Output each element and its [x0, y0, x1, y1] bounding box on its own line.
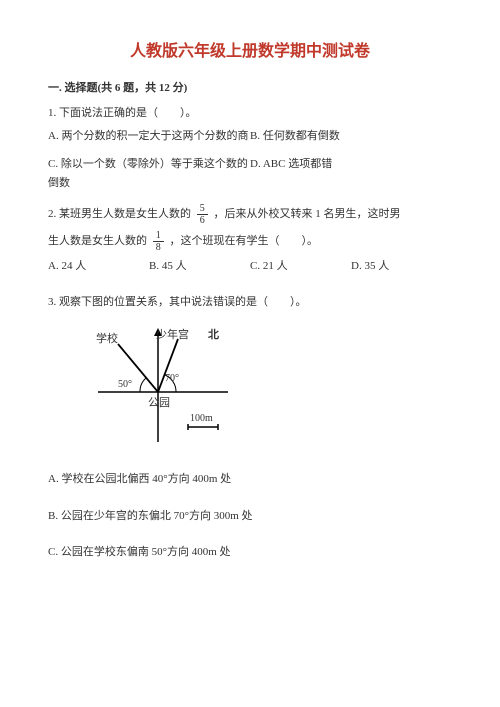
- q2-frac1-den: 6: [197, 215, 208, 226]
- q2-optB: B. 45 人: [149, 257, 250, 276]
- q1-optA: A. 两个分数的积一定大于这两个分数的商: [48, 127, 250, 146]
- q2-stem-line2: 生人数是女生人数的 1 8 ，这个班现在有学生（ ）。: [48, 230, 452, 253]
- label-angle50: 50°: [118, 376, 132, 393]
- section-header: 一. 选择题(共 6 题，共 12 分): [48, 79, 452, 98]
- label-park: 公园: [148, 394, 170, 413]
- label-north: 北: [208, 326, 219, 345]
- q2-options: A. 24 人 B. 45 人 C. 21 人 D. 35 人: [48, 257, 452, 276]
- question-3: 3. 观察下图的位置关系，其中说法错误的是（ ）。 学校: [48, 293, 452, 562]
- q2-frac1-num: 5: [197, 203, 208, 215]
- q2-stem1b: ，后来从外校又转来 1 名男生，这时男: [214, 208, 401, 220]
- q2-frac2-num: 1: [153, 230, 164, 242]
- label-angle70: 70°: [165, 370, 179, 387]
- q1-optB: B. 任何数都有倒数: [250, 127, 452, 146]
- q2-frac2-den: 8: [153, 242, 164, 253]
- question-1: 1. 下面说法正确的是（ ）。 A. 两个分数的积一定大于这两个分数的商 B. …: [48, 104, 452, 193]
- q2-optA: A. 24 人: [48, 257, 149, 276]
- label-scale: 100m: [190, 410, 213, 427]
- q3-optB: B. 公园在少年宫的东偏北 70°方向 300m 处: [48, 507, 452, 526]
- q2-optD: D. 35 人: [351, 257, 452, 276]
- q2-stem2b: ，这个班现在有学生（ ）。: [170, 235, 319, 247]
- q2-optC: C. 21 人: [250, 257, 351, 276]
- q3-optA: A. 学校在公园北偏西 40°方向 400m 处: [48, 470, 452, 489]
- q2-stem2a: 生人数是女生人数的: [48, 235, 150, 247]
- label-school: 学校: [96, 330, 118, 349]
- label-palace: 少年宫: [156, 326, 189, 345]
- q1-stem: 1. 下面说法正确的是（ ）。: [48, 104, 452, 123]
- q3-diagram: 学校 少年宫 北 50° 70° 公园 100m: [78, 322, 258, 452]
- q1-options-row2: C. 除以一个数（零除外）等于乘这个数的倒数 D. ABC 选项都错: [48, 155, 452, 192]
- q1-optD: D. ABC 选项都错: [250, 155, 452, 192]
- q3-optC: C. 公园在学校东偏南 50°方向 400m 处: [48, 543, 452, 562]
- page-title: 人教版六年级上册数学期中测试卷: [48, 38, 452, 65]
- q2-frac1: 5 6: [197, 203, 208, 226]
- q3-stem: 3. 观察下图的位置关系，其中说法错误的是（ ）。: [48, 293, 452, 312]
- q2-frac2: 1 8: [153, 230, 164, 253]
- q1-options-row1: A. 两个分数的积一定大于这两个分数的商 B. 任何数都有倒数: [48, 127, 452, 146]
- exam-page: 人教版六年级上册数学期中测试卷 一. 选择题(共 6 题，共 12 分) 1. …: [0, 0, 500, 707]
- q2-stem1a: 2. 某班男生人数是女生人数的: [48, 208, 194, 220]
- question-2: 2. 某班男生人数是女生人数的 5 6 ，后来从外校又转来 1 名男生，这时男 …: [48, 203, 452, 276]
- q1-optC: C. 除以一个数（零除外）等于乘这个数的倒数: [48, 155, 250, 192]
- q2-stem-line1: 2. 某班男生人数是女生人数的 5 6 ，后来从外校又转来 1 名男生，这时男: [48, 203, 452, 226]
